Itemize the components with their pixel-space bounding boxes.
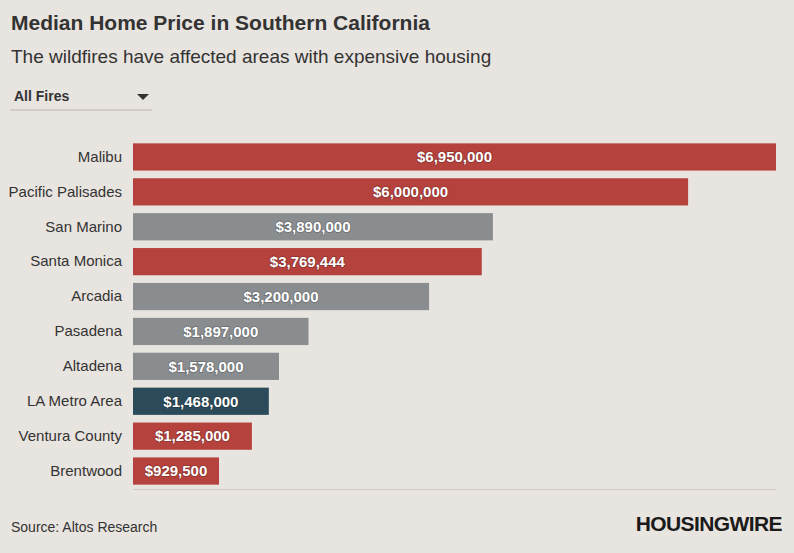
data-label: $3,890,000 xyxy=(275,218,350,235)
background xyxy=(0,0,794,553)
bar xyxy=(133,388,269,415)
title: Median Home Price in Southern California xyxy=(11,11,430,34)
data-label: $6,950,000 xyxy=(417,148,492,165)
bars xyxy=(133,143,776,484)
y-tick: Ventura County xyxy=(19,427,133,444)
bar xyxy=(133,423,252,450)
data-label: $1,468,000 xyxy=(163,393,238,410)
bar xyxy=(133,457,219,484)
filter-dropdown[interactable]: All Fires xyxy=(10,88,152,110)
data-label: $929,500 xyxy=(145,462,208,479)
y-axis: Malibu Pacific Palisades San Marino Santa M… xyxy=(9,148,133,479)
data-label: $1,578,000 xyxy=(168,358,243,375)
y-tick: LA Metro Area xyxy=(27,392,133,409)
y-tick: Malibu xyxy=(78,148,133,165)
bar xyxy=(133,248,482,275)
y-tick-label: Altadena xyxy=(63,357,123,374)
y-tick-label: Santa Monica xyxy=(30,252,122,269)
y-tick: Arcadia xyxy=(71,287,133,304)
brand-logo: HOUSINGWIRE xyxy=(636,512,783,535)
dropdown-arrow[interactable] xyxy=(137,94,149,100)
bar xyxy=(133,178,688,205)
y-tick-label: Ventura County xyxy=(19,427,123,444)
y-tick: Pasadena xyxy=(54,322,133,339)
y-tick: Santa Monica xyxy=(30,252,133,269)
y-tick: Pacific Palisades xyxy=(9,183,133,200)
y-tick: Altadena xyxy=(63,357,133,374)
bar xyxy=(133,283,429,310)
source: Source: Altos Research xyxy=(11,519,157,535)
bar xyxy=(133,213,493,240)
bar xyxy=(133,353,279,380)
x-axis xyxy=(134,489,777,490)
dropdown-underline[interactable] xyxy=(10,110,152,111)
data-label: $1,285,000 xyxy=(155,427,230,444)
data-label: $6,000,000 xyxy=(373,183,448,200)
y-tick-label: Malibu xyxy=(78,148,122,165)
x-axis-line xyxy=(134,489,777,490)
y-tick: Brentwood xyxy=(50,462,133,479)
data-labels: $6,950,000 $6,000,000 $3,890,000 $3,769,444… xyxy=(145,148,492,479)
y-tick-label: Pacific Palisades xyxy=(9,183,122,200)
subtitle: The wildfires have affected areas with e… xyxy=(11,46,491,67)
y-tick-label: Pasadena xyxy=(54,322,122,339)
bar xyxy=(133,143,776,170)
bar xyxy=(133,318,309,345)
y-tick-label: Arcadia xyxy=(71,287,123,304)
y-tick-label: San Marino xyxy=(45,218,122,235)
chart: Median Home Price in Southern California… xyxy=(0,0,794,553)
data-label: $3,200,000 xyxy=(243,288,318,305)
y-tick-label: Brentwood xyxy=(50,462,122,479)
dropdown-label[interactable]: All Fires xyxy=(14,88,69,104)
y-tick-label: LA Metro Area xyxy=(27,392,123,409)
y-tick: San Marino xyxy=(45,218,133,235)
data-label: $3,769,444 xyxy=(270,253,346,270)
data-label: $1,897,000 xyxy=(183,323,258,340)
